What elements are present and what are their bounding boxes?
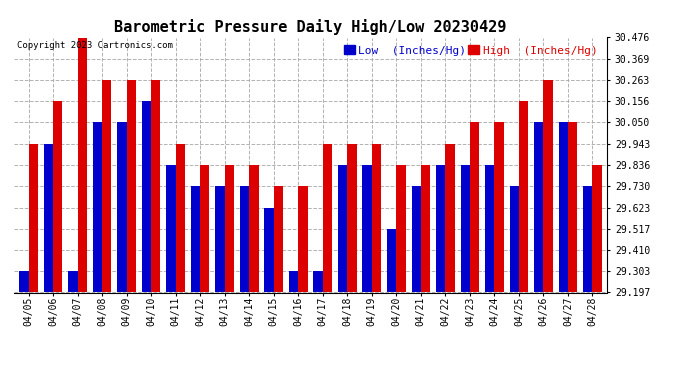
Bar (593, 165, 602, 292)
Text: Copyright 2023 Cartronics.com: Copyright 2023 Cartronics.com (17, 41, 172, 50)
Bar (200, 165, 210, 292)
Bar (142, 101, 151, 292)
Bar (534, 122, 544, 292)
Bar (126, 80, 136, 292)
Bar (568, 122, 578, 292)
Bar (460, 165, 470, 292)
Bar (166, 165, 176, 292)
Bar (28, 144, 38, 292)
Bar (249, 165, 259, 292)
Bar (519, 101, 529, 292)
Bar (176, 144, 185, 292)
Bar (240, 186, 249, 292)
Bar (151, 80, 161, 292)
Bar (77, 38, 87, 292)
Bar (117, 122, 126, 292)
Bar (323, 144, 332, 292)
Bar (544, 80, 553, 292)
Bar (347, 144, 357, 292)
Bar (445, 144, 455, 292)
Bar (485, 165, 495, 292)
Bar (387, 229, 396, 292)
Bar (411, 186, 421, 292)
Bar (362, 165, 372, 292)
Bar (298, 186, 308, 292)
Title: Barometric Pressure Daily High/Low 20230429: Barometric Pressure Daily High/Low 20230… (115, 19, 506, 35)
Bar (225, 165, 234, 292)
Bar (510, 186, 519, 292)
Bar (372, 144, 381, 292)
Bar (495, 122, 504, 292)
Bar (274, 186, 283, 292)
Bar (19, 272, 28, 292)
Bar (289, 272, 298, 292)
Legend: Low  (Inches/Hg), High  (Inches/Hg): Low (Inches/Hg), High (Inches/Hg) (343, 44, 599, 57)
Bar (338, 165, 347, 292)
Bar (396, 165, 406, 292)
Bar (436, 165, 445, 292)
Bar (583, 186, 593, 292)
Bar (191, 186, 200, 292)
Bar (559, 122, 568, 292)
Bar (102, 80, 111, 292)
Bar (470, 122, 479, 292)
Bar (264, 208, 274, 292)
Bar (421, 165, 430, 292)
Bar (68, 272, 77, 292)
Bar (43, 144, 53, 292)
Bar (215, 186, 225, 292)
Bar (53, 101, 62, 292)
Bar (313, 272, 323, 292)
Bar (92, 122, 102, 292)
